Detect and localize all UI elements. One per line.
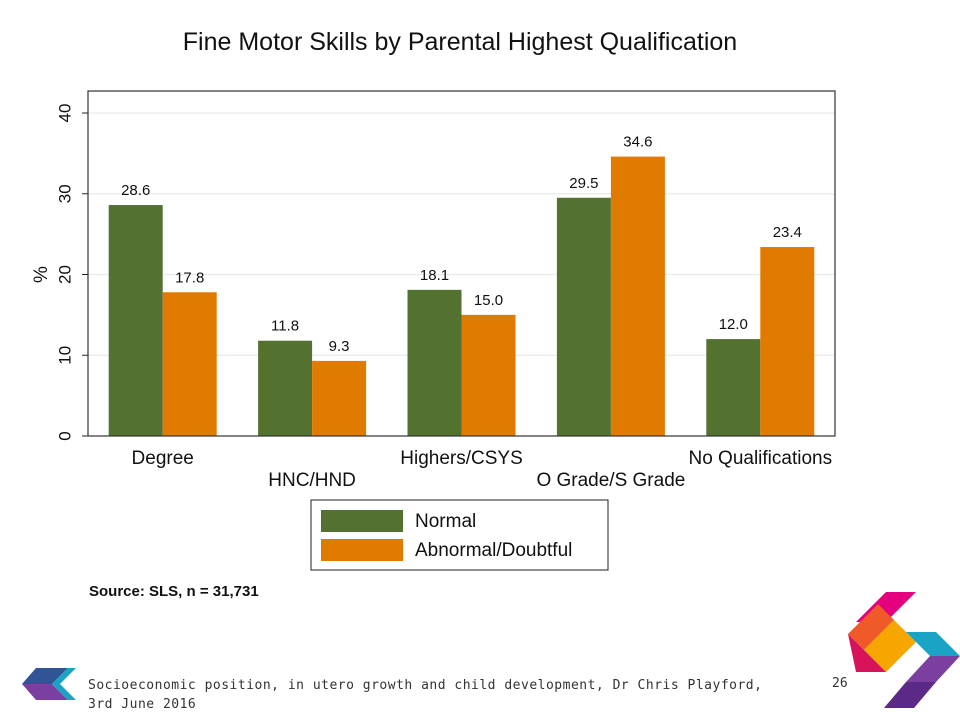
page-number: 26 xyxy=(832,676,848,691)
data-label: 18.1 xyxy=(420,267,449,284)
data-label: 17.8 xyxy=(175,269,204,286)
bar xyxy=(312,360,367,436)
data-label: 11.8 xyxy=(271,318,299,335)
x-tick-label: No Qualifications xyxy=(688,448,832,469)
data-label: 29.5 xyxy=(569,175,598,192)
data-label: 15.0 xyxy=(474,292,503,309)
legend-label: Abnormal/Doubtful xyxy=(415,540,572,561)
x-tick-label: Highers/CSYS xyxy=(400,448,523,469)
bar xyxy=(258,340,313,436)
x-tick-label: HNC/HND xyxy=(268,470,356,491)
bar xyxy=(162,292,217,436)
y-tick-label: 10 xyxy=(55,346,74,365)
legend-swatch xyxy=(321,510,403,532)
y-tick-label: 0 xyxy=(55,431,74,440)
data-label: 9.3 xyxy=(329,338,350,355)
source-note: Source: SLS, n = 31,731 xyxy=(89,583,259,600)
x-tick-label: Degree xyxy=(132,448,194,469)
y-tick-label: 20 xyxy=(55,265,74,284)
data-label: 12.0 xyxy=(719,316,748,333)
logo-left xyxy=(22,668,76,700)
footer-text: Socioeconomic position, in utero growth … xyxy=(88,678,763,712)
y-tick-label: 40 xyxy=(55,104,74,123)
x-tick-label: O Grade/S Grade xyxy=(536,470,685,491)
bar xyxy=(556,197,611,436)
data-label: 34.6 xyxy=(623,134,652,151)
bar xyxy=(108,205,163,436)
legend-label: Normal xyxy=(415,511,476,532)
y-tick-label: 30 xyxy=(55,184,74,203)
bar xyxy=(407,289,462,436)
bar xyxy=(461,314,516,436)
bar xyxy=(760,247,815,436)
legend-swatch xyxy=(321,539,403,561)
bar xyxy=(706,339,761,436)
data-label: 28.6 xyxy=(121,182,150,199)
plot-frame xyxy=(87,90,836,437)
bar xyxy=(610,156,665,437)
logo-right xyxy=(848,592,960,708)
data-label: 23.4 xyxy=(773,224,802,241)
chart-title: Fine Motor Skills by Parental Highest Qu… xyxy=(183,28,737,56)
y-axis-label: % xyxy=(31,266,52,283)
